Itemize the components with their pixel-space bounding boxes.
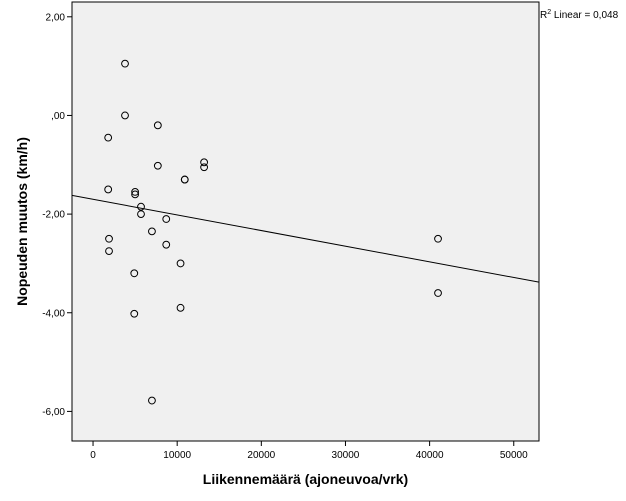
fit-line (71, 194, 540, 283)
data-point (131, 190, 140, 199)
data-point (131, 188, 140, 196)
y-axis-title: Nopeuden muutos (km/h) (14, 137, 30, 306)
data-point (434, 234, 442, 243)
y-tick-label: -4,00 (42, 308, 65, 319)
data-point (162, 215, 171, 223)
data-point (105, 234, 113, 243)
data-point (162, 240, 171, 249)
data-point (180, 175, 189, 184)
data-point (176, 303, 185, 312)
fit-line-label-suffix: Linear = 0,048 (551, 10, 618, 21)
x-tick-label: 20000 (247, 450, 275, 461)
fit-line-label-superscript: 2 (547, 9, 551, 16)
data-point (104, 185, 113, 194)
data-point (153, 161, 162, 170)
data-point (104, 133, 113, 142)
plot-frame (71, 1, 540, 442)
y-tick-label: ,00 (51, 111, 65, 122)
y-tick-label: -2,00 (42, 210, 65, 221)
data-point (176, 259, 185, 268)
points-layer (104, 59, 442, 405)
data-point (148, 396, 156, 405)
data-point (130, 269, 139, 278)
data-point (121, 59, 129, 68)
data-point (434, 289, 442, 297)
y-tick-label: -6,00 (42, 407, 65, 418)
data-point (137, 210, 145, 219)
x-tick-label: 30000 (332, 450, 360, 461)
x-tick-label: 40000 (416, 450, 444, 461)
data-point (153, 121, 162, 130)
data-point (200, 158, 209, 167)
fit-line-label: R2 Linear = 0,048 (540, 9, 619, 21)
data-point (200, 163, 209, 172)
y-tick-label: 2,00 (46, 12, 66, 23)
data-point (121, 111, 129, 120)
fit-line-label-prefix: R (540, 10, 547, 21)
y-axis: 2,00 ,00 -2,00 -4,00 -6,00 (42, 12, 72, 418)
plot-area (72, 2, 539, 441)
x-axis-title: Liikennemäärä (ajoneuvoa/vrk) (203, 471, 408, 487)
data-point (130, 309, 139, 318)
x-axis: 0 10000 20000 30000 40000 50000 (90, 441, 528, 461)
x-tick-label: 50000 (500, 450, 528, 461)
x-tick-label: 10000 (163, 450, 191, 461)
fit-line-layer (71, 194, 540, 283)
data-point (137, 202, 145, 211)
x-tick-label: 0 (90, 450, 96, 461)
data-point (105, 247, 113, 255)
data-point (148, 227, 156, 236)
